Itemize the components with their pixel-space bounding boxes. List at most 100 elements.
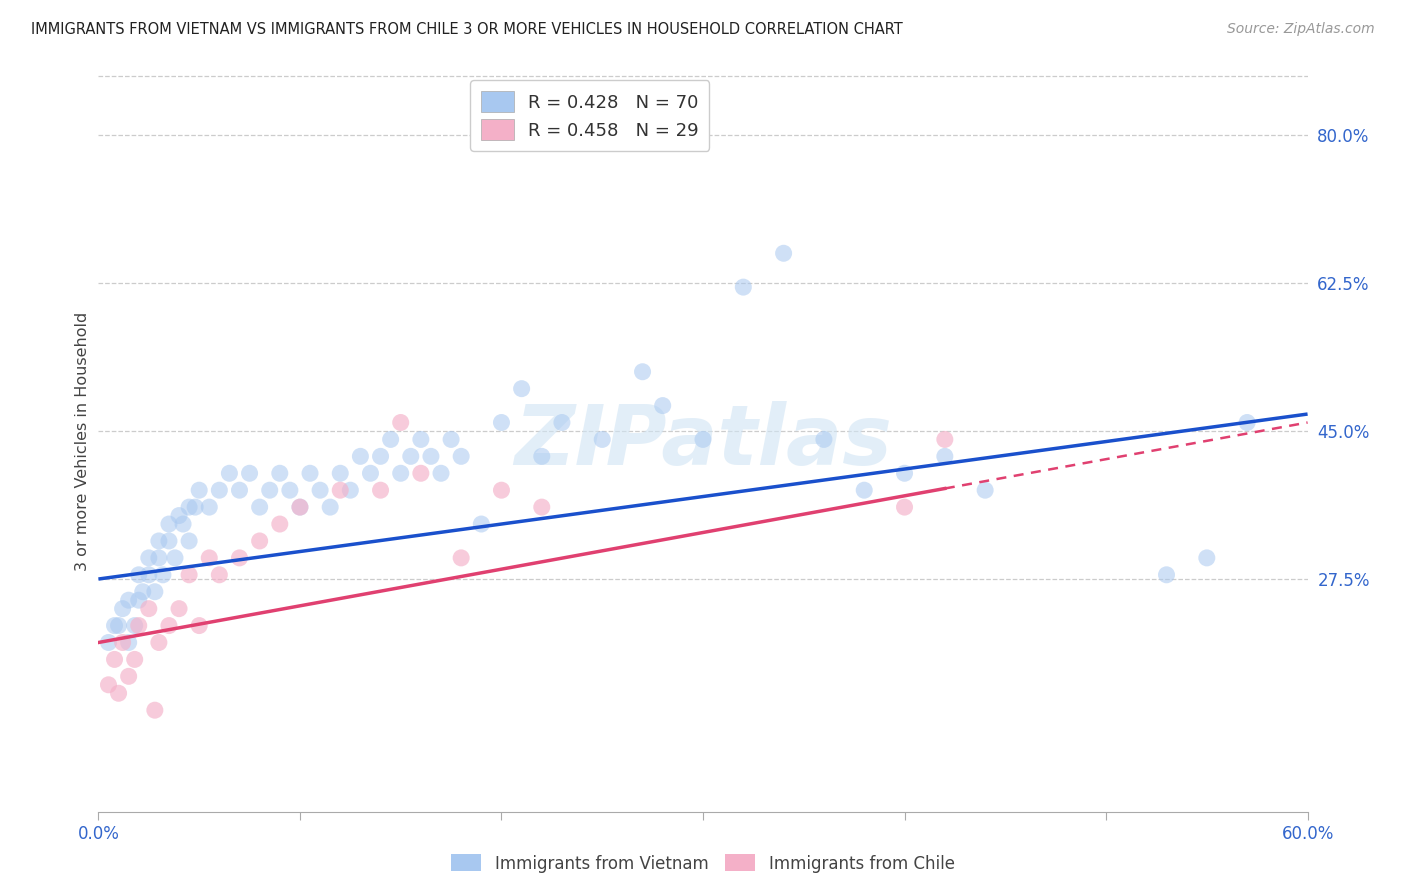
- Point: [259, 483, 281, 498]
- Point: [249, 500, 271, 515]
- Point: [349, 450, 371, 464]
- Point: [157, 533, 180, 548]
- Point: [188, 483, 211, 498]
- Point: [124, 618, 146, 632]
- Point: [380, 433, 402, 447]
- Point: [288, 500, 311, 515]
- Point: [128, 593, 150, 607]
- Legend: R = 0.428   N = 70, R = 0.458   N = 29: R = 0.428 N = 70, R = 0.458 N = 29: [470, 80, 710, 151]
- Point: [148, 550, 170, 565]
- Point: [893, 467, 915, 481]
- Point: [733, 280, 755, 294]
- Point: [430, 467, 453, 481]
- Text: IMMIGRANTS FROM VIETNAM VS IMMIGRANTS FROM CHILE 3 OR MORE VEHICLES IN HOUSEHOLD: IMMIGRANTS FROM VIETNAM VS IMMIGRANTS FR…: [31, 22, 903, 37]
- Point: [103, 652, 125, 666]
- Point: [651, 399, 673, 413]
- Point: [510, 382, 533, 396]
- Point: [974, 483, 997, 498]
- Point: [97, 678, 120, 692]
- Point: [370, 450, 392, 464]
- Point: [118, 669, 141, 683]
- Point: [1195, 550, 1218, 565]
- Point: [399, 450, 422, 464]
- Point: [228, 550, 250, 565]
- Point: [450, 450, 472, 464]
- Point: [772, 246, 794, 260]
- Point: [360, 467, 382, 481]
- Point: [167, 508, 190, 523]
- Y-axis label: 3 or more Vehicles in Household: 3 or more Vehicles in Household: [75, 312, 90, 571]
- Point: [450, 550, 472, 565]
- Point: [339, 483, 361, 498]
- Point: [132, 584, 155, 599]
- Point: [631, 365, 654, 379]
- Point: [138, 550, 160, 565]
- Point: [167, 601, 190, 615]
- Point: [299, 467, 322, 481]
- Point: [491, 416, 513, 430]
- Point: [179, 567, 201, 582]
- Point: [163, 550, 186, 565]
- Point: [329, 467, 352, 481]
- Point: [409, 467, 432, 481]
- Point: [440, 433, 463, 447]
- Point: [188, 618, 211, 632]
- Point: [893, 500, 915, 515]
- Point: [179, 533, 201, 548]
- Point: [157, 618, 180, 632]
- Legend: Immigrants from Vietnam, Immigrants from Chile: Immigrants from Vietnam, Immigrants from…: [444, 847, 962, 880]
- Point: [103, 618, 125, 632]
- Point: [1156, 567, 1178, 582]
- Point: [179, 500, 201, 515]
- Point: [420, 450, 443, 464]
- Point: [218, 467, 240, 481]
- Point: [389, 467, 412, 481]
- Point: [111, 635, 134, 649]
- Point: [288, 500, 311, 515]
- Point: [118, 593, 141, 607]
- Point: [370, 483, 392, 498]
- Point: [239, 467, 262, 481]
- Point: [409, 433, 432, 447]
- Point: [172, 516, 194, 531]
- Point: [530, 500, 553, 515]
- Point: [128, 618, 150, 632]
- Point: [853, 483, 876, 498]
- Point: [198, 550, 221, 565]
- Point: [249, 533, 271, 548]
- Point: [491, 483, 513, 498]
- Point: [107, 618, 129, 632]
- Point: [269, 516, 291, 531]
- Point: [389, 416, 412, 430]
- Point: [107, 686, 129, 700]
- Text: ZIPatlas: ZIPatlas: [515, 401, 891, 482]
- Point: [551, 416, 574, 430]
- Point: [152, 567, 174, 582]
- Point: [530, 450, 553, 464]
- Point: [329, 483, 352, 498]
- Point: [97, 635, 120, 649]
- Point: [143, 584, 166, 599]
- Point: [148, 635, 170, 649]
- Point: [148, 533, 170, 548]
- Point: [934, 450, 956, 464]
- Point: [118, 635, 141, 649]
- Point: [138, 567, 160, 582]
- Point: [309, 483, 332, 498]
- Point: [934, 433, 956, 447]
- Point: [184, 500, 207, 515]
- Point: [269, 467, 291, 481]
- Point: [692, 433, 714, 447]
- Point: [208, 483, 231, 498]
- Point: [111, 601, 134, 615]
- Point: [278, 483, 301, 498]
- Point: [813, 433, 835, 447]
- Point: [1236, 416, 1258, 430]
- Point: [319, 500, 342, 515]
- Point: [124, 652, 146, 666]
- Point: [470, 516, 492, 531]
- Point: [228, 483, 250, 498]
- Text: Source: ZipAtlas.com: Source: ZipAtlas.com: [1227, 22, 1375, 37]
- Point: [208, 567, 231, 582]
- Point: [143, 703, 166, 717]
